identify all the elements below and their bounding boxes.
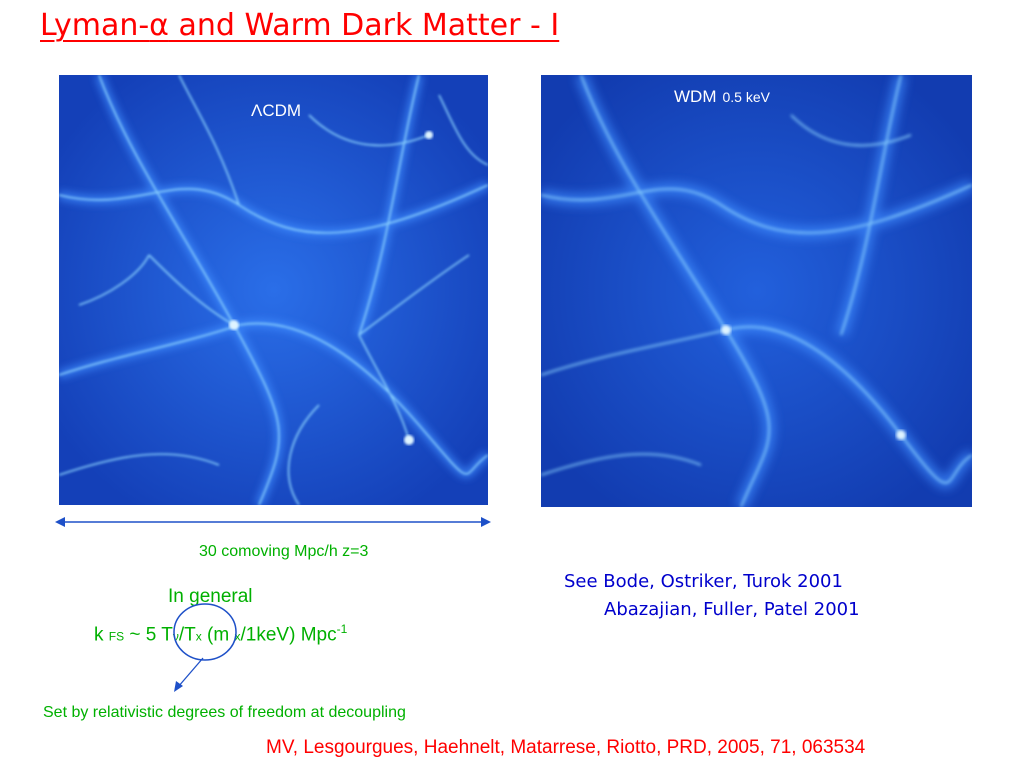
free-streaming-formula: k FS ~ 5 Tν/Tx (m x/1keV) Mpc-1	[94, 622, 347, 646]
formula-mass-subscript: x	[234, 629, 241, 644]
references: See Bode, Ostriker, Turok 2001 Abazajian…	[564, 568, 860, 624]
reference-line-2: Abazajian, Fuller, Patel 2001	[604, 599, 860, 620]
wdm-label-text: WDM	[674, 87, 717, 106]
reference-line-1: See Bode, Ostriker, Turok 2001	[564, 571, 843, 592]
formula-exponent: -1	[336, 622, 348, 636]
formula-t: T	[161, 624, 173, 646]
lcdm-simulation-image: ΛCDM	[59, 75, 488, 505]
formula-tx: /T	[178, 624, 196, 646]
formula-x-subscript: x	[195, 629, 202, 644]
formula-mass: (m	[201, 624, 235, 646]
scale-label: 30 comoving Mpc/h z=3	[199, 543, 369, 560]
title-suffix: and Warm Dark Matter - I	[168, 8, 560, 43]
lambda-symbol: Λ	[251, 101, 263, 120]
decoupling-annotation: Set by relativistic degrees of freedom a…	[43, 704, 406, 721]
title-alpha: α	[149, 8, 169, 43]
lcdm-label-text: CDM	[262, 101, 302, 120]
formula-k: k	[94, 624, 109, 646]
formula-fs-subscript: FS	[108, 629, 125, 644]
wdm-simulation-image: WDM 0.5 keV	[541, 75, 972, 507]
lcdm-web-graphic	[59, 75, 488, 505]
wdm-label: WDM 0.5 keV	[674, 87, 770, 107]
formula-unit: /1keV) Mpc	[240, 624, 337, 646]
scale-double-arrow	[55, 517, 491, 527]
circle-annotation-arrow	[173, 603, 237, 692]
wdm-energy-label: 0.5 keV	[722, 89, 770, 105]
formula-approx: ~ 5	[124, 624, 162, 646]
citation: MV, Lesgourgues, Haehnelt, Matarrese, Ri…	[266, 737, 866, 758]
in-general-label: In general	[168, 586, 253, 607]
lcdm-label: ΛCDM	[251, 101, 301, 121]
formula-nu-subscript: ν	[172, 629, 179, 644]
wdm-web-graphic	[541, 75, 972, 507]
slide-title: Lyman-α and Warm Dark Matter - I	[40, 8, 559, 43]
title-prefix: Lyman-	[40, 8, 150, 43]
